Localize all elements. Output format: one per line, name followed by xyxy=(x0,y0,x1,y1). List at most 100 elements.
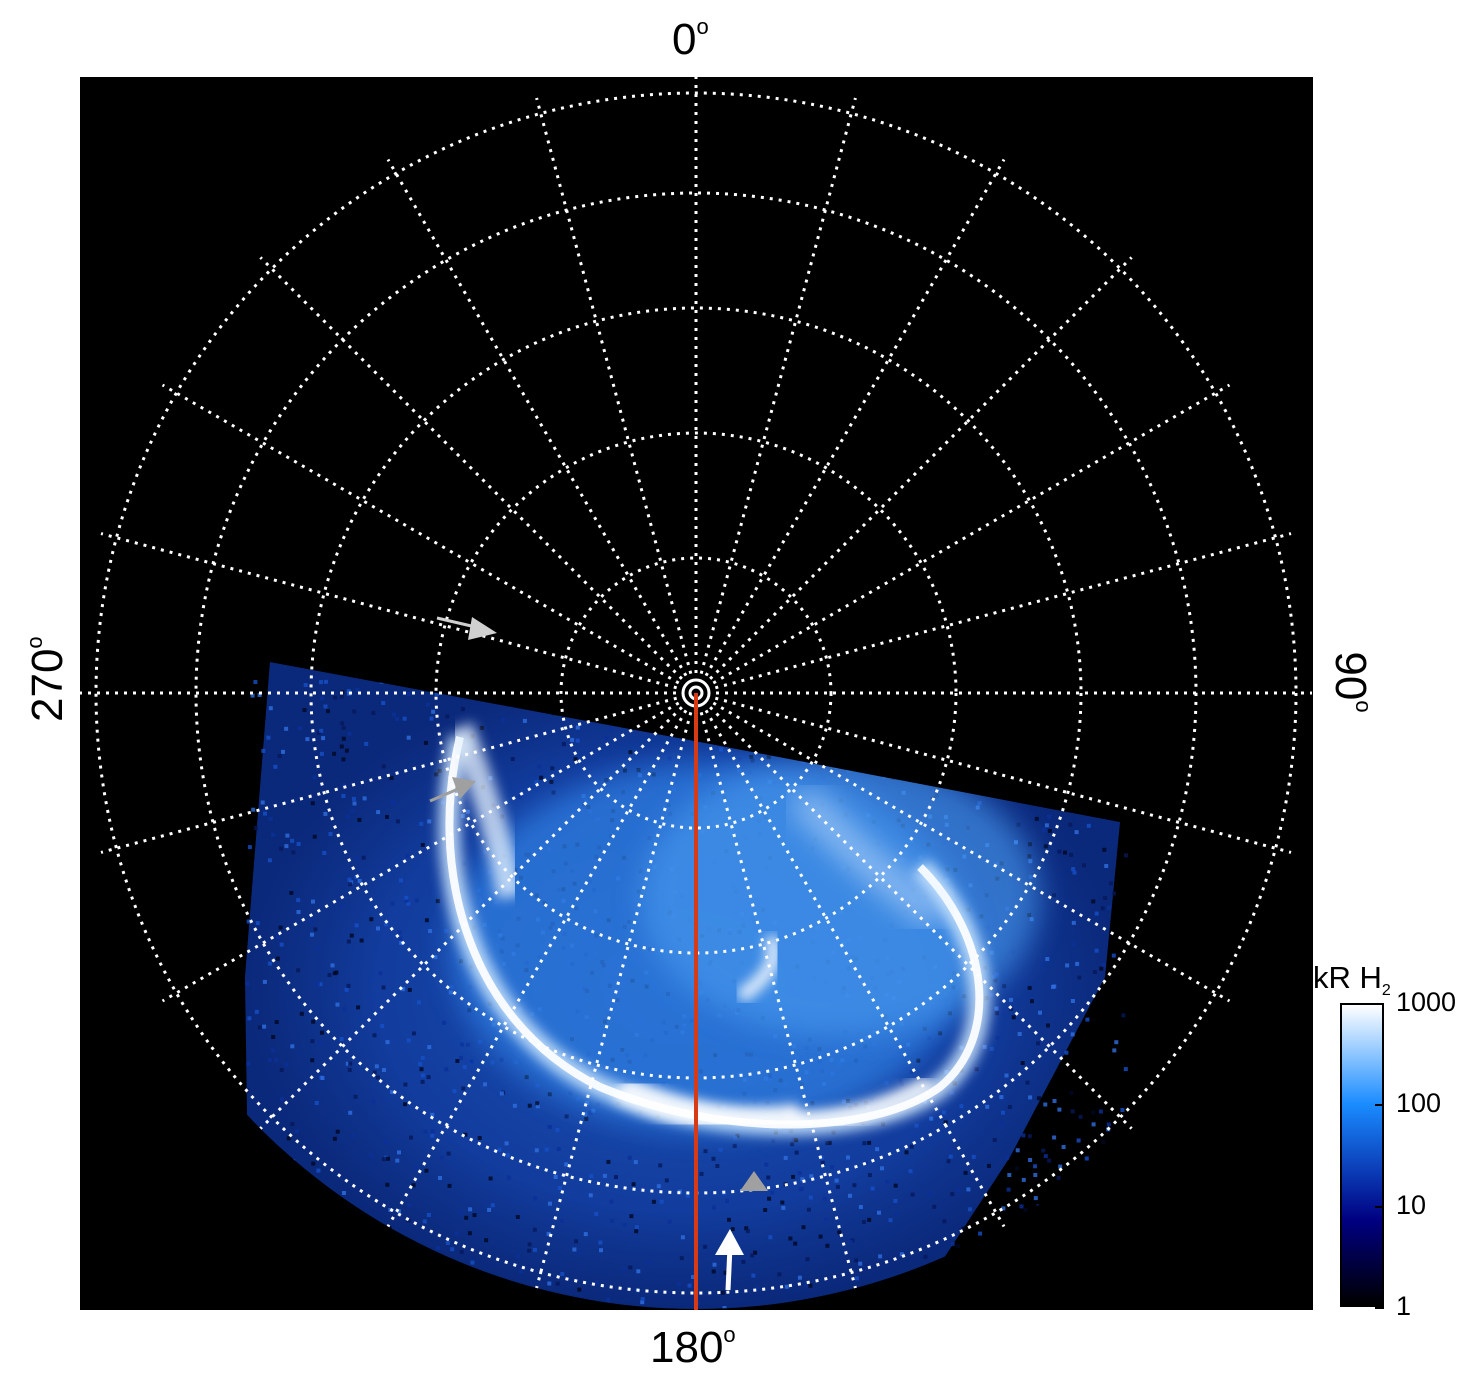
speckle xyxy=(287,1258,292,1263)
speckle xyxy=(1071,942,1076,947)
speckle xyxy=(609,1199,614,1204)
speckle xyxy=(1033,1164,1037,1169)
speckle xyxy=(455,1281,460,1286)
speckle xyxy=(1021,1133,1026,1138)
speckle xyxy=(279,1296,284,1301)
speckle xyxy=(1027,842,1032,847)
speckle xyxy=(298,1241,303,1246)
speckle xyxy=(385,1040,390,1045)
speckle xyxy=(1121,1013,1126,1018)
speckle xyxy=(1106,1122,1111,1127)
speckle xyxy=(535,1101,540,1106)
speckle xyxy=(267,961,272,966)
speckle xyxy=(943,1120,948,1125)
speckle xyxy=(406,735,411,740)
speckle xyxy=(497,1147,502,1152)
speckle xyxy=(854,1276,859,1281)
speckle xyxy=(352,709,357,714)
speckle xyxy=(1094,911,1099,916)
speckle xyxy=(992,1138,997,1143)
speckle xyxy=(1123,1243,1128,1248)
speckle xyxy=(994,1011,999,1016)
speckle xyxy=(264,1219,269,1224)
speckle xyxy=(974,1067,979,1072)
speckle xyxy=(404,1262,409,1267)
speckle xyxy=(287,1223,292,1228)
speckle xyxy=(372,1070,377,1075)
speckle xyxy=(808,1283,813,1288)
speckle xyxy=(1101,962,1106,967)
speckle xyxy=(1114,1257,1119,1262)
speckle xyxy=(970,1285,975,1290)
speckle xyxy=(575,725,580,730)
speckle xyxy=(1058,1164,1063,1169)
speckle xyxy=(428,929,433,933)
speckle xyxy=(1030,1303,1035,1308)
speckle xyxy=(1033,1173,1038,1177)
speckle xyxy=(430,1133,435,1138)
latitude-circle-5 xyxy=(94,91,1298,1295)
speckle xyxy=(1017,1032,1022,1036)
speckle xyxy=(389,775,394,780)
speckle xyxy=(477,1136,482,1140)
longitude-line-345 xyxy=(535,97,693,675)
speckle xyxy=(894,1211,899,1216)
speckle xyxy=(371,711,376,715)
speckle xyxy=(529,1305,534,1309)
speckle xyxy=(460,1042,465,1047)
speckle xyxy=(916,1058,921,1063)
speckle xyxy=(1041,1148,1046,1153)
speckle xyxy=(438,1176,442,1180)
speckle xyxy=(1015,1166,1019,1171)
speckle xyxy=(1063,850,1067,855)
speckle xyxy=(296,898,301,903)
speckle xyxy=(506,1304,511,1309)
speckle xyxy=(339,744,344,749)
speckle xyxy=(908,1169,913,1174)
speckle xyxy=(483,1082,487,1087)
speckle xyxy=(386,1156,390,1161)
speckle xyxy=(1034,816,1039,821)
speckle xyxy=(733,1135,738,1140)
speckle xyxy=(749,754,754,759)
speckle xyxy=(608,725,613,730)
speckle xyxy=(372,1033,377,1038)
speckle xyxy=(508,1298,513,1303)
speckle xyxy=(424,1168,429,1173)
speckle xyxy=(588,1110,593,1115)
speckle xyxy=(1100,906,1105,911)
speckle xyxy=(279,846,284,851)
speckle xyxy=(1010,1258,1015,1263)
speckle xyxy=(875,1294,880,1299)
speckle xyxy=(402,716,407,721)
speckle xyxy=(951,1234,956,1239)
speckle xyxy=(304,1205,309,1210)
speckle xyxy=(519,1269,524,1274)
speckle xyxy=(1042,827,1047,832)
speckle xyxy=(1111,953,1116,958)
speckle xyxy=(574,1239,579,1244)
speckle xyxy=(271,832,276,837)
speckle xyxy=(1098,1109,1103,1114)
speckle xyxy=(1050,1249,1055,1254)
speckle xyxy=(989,1046,994,1051)
speckle xyxy=(423,1129,428,1134)
speckle xyxy=(788,1236,793,1241)
speckle xyxy=(699,1171,704,1176)
speckle xyxy=(320,1030,324,1035)
speckle xyxy=(651,1199,656,1204)
speckle xyxy=(371,1099,376,1104)
speckle xyxy=(1089,1230,1094,1235)
speckle xyxy=(1120,1108,1125,1112)
colorbar-tick-mark xyxy=(1375,1307,1384,1309)
speckle xyxy=(344,748,349,753)
speckle xyxy=(1015,1148,1020,1153)
speckle xyxy=(284,1062,289,1067)
speckle xyxy=(376,810,381,815)
speckle xyxy=(950,1192,955,1197)
speckle xyxy=(426,1213,431,1217)
speckle xyxy=(328,1301,333,1306)
speckle xyxy=(560,1219,565,1223)
speckle xyxy=(255,1276,259,1281)
speckle xyxy=(385,1182,390,1187)
